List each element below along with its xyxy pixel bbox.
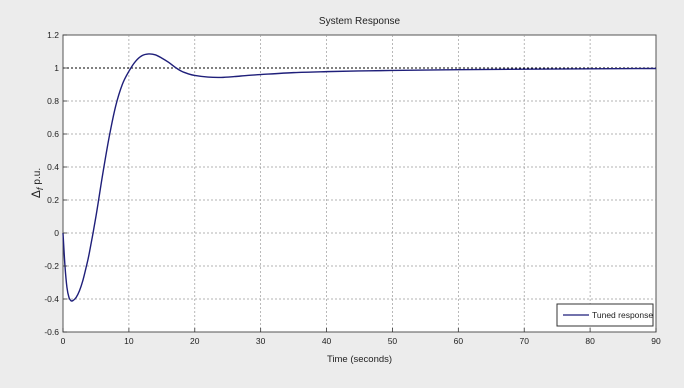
y-tick-label: 0 bbox=[54, 228, 59, 238]
x-tick-label: 50 bbox=[388, 336, 398, 346]
x-tick-label: 90 bbox=[651, 336, 661, 346]
y-axis-label-subscript: f bbox=[35, 186, 45, 190]
y-tick-label: 0.2 bbox=[47, 195, 59, 205]
y-tick-labels: -0.6 -0.4 -0.2 0 0.2 0.4 0.6 0.8 1 1.2 bbox=[44, 30, 67, 337]
legend: Tuned response bbox=[556, 303, 654, 327]
legend-entry-label: Tuned response bbox=[592, 310, 653, 320]
x-tick-label: 70 bbox=[519, 336, 529, 346]
y-axis-label-unit: p.u. bbox=[32, 168, 43, 185]
x-tick-label: 20 bbox=[190, 336, 200, 346]
x-tick-label: 30 bbox=[256, 336, 266, 346]
x-tick-label: 10 bbox=[124, 336, 134, 346]
y-tick-label: -0.6 bbox=[44, 327, 59, 337]
x-tick-labels: 0 10 20 30 40 50 60 70 80 90 bbox=[61, 328, 661, 346]
y-axis-label-delta: Δ bbox=[29, 190, 43, 198]
x-tick-label: 0 bbox=[61, 336, 66, 346]
y-tick-label: 0.8 bbox=[47, 96, 59, 106]
x-tick-label: 60 bbox=[454, 336, 464, 346]
y-tick-label: -0.4 bbox=[44, 294, 59, 304]
y-tick-label: 0.4 bbox=[47, 162, 59, 172]
y-tick-label: 1 bbox=[54, 63, 59, 73]
legend-box bbox=[556, 303, 654, 327]
series-lines bbox=[62, 53, 657, 302]
x-tick-label: 40 bbox=[322, 336, 332, 346]
plot-area bbox=[62, 34, 657, 333]
series-line-tuned-response bbox=[62, 53, 657, 302]
x-axis-label: Time (seconds) bbox=[327, 354, 392, 365]
chart-title: System Response bbox=[319, 16, 401, 27]
x-tick-label: 80 bbox=[585, 336, 595, 346]
y-tick-label: 0.6 bbox=[47, 129, 59, 139]
y-tick-label: -0.2 bbox=[44, 261, 59, 271]
y-tick-label: 1.2 bbox=[47, 30, 59, 40]
y-axis-label: Δfp.u. bbox=[29, 168, 45, 198]
